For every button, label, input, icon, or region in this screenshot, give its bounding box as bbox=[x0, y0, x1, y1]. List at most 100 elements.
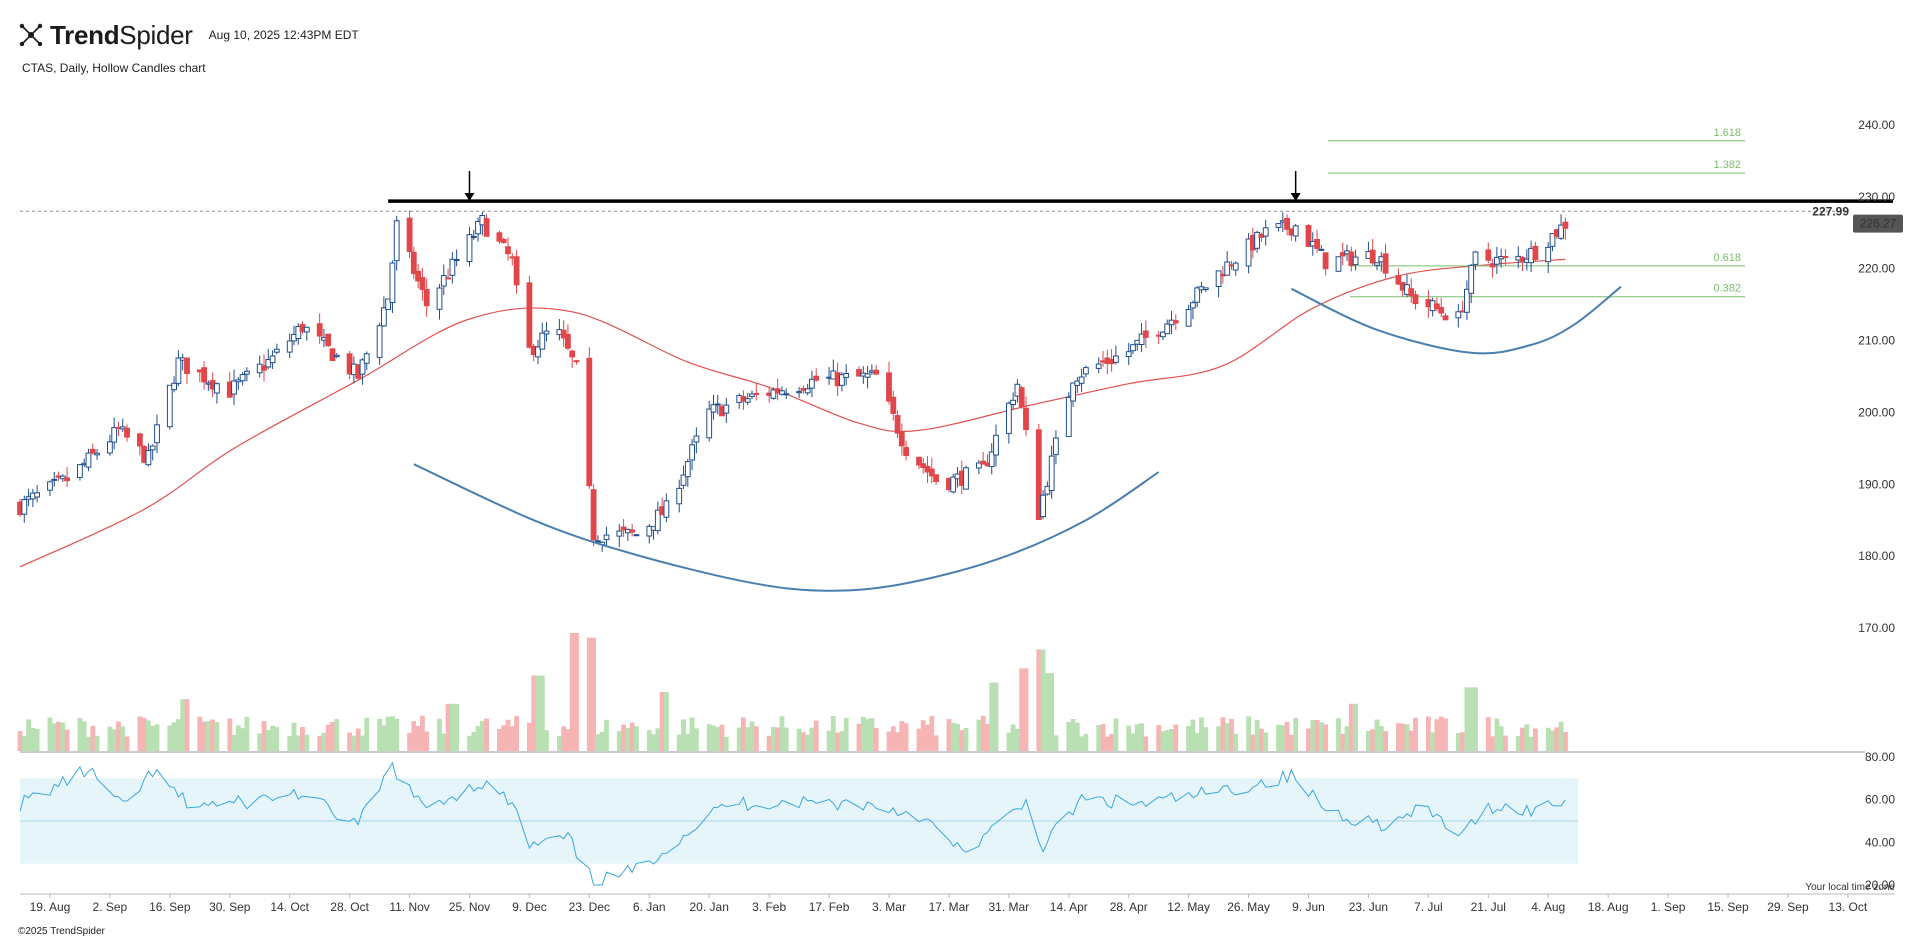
volume-bar bbox=[1353, 703, 1358, 751]
volume-bar bbox=[835, 732, 840, 751]
volume-bar bbox=[865, 719, 870, 751]
volume-bar bbox=[34, 728, 40, 751]
volume-bar bbox=[1545, 727, 1551, 751]
volume-bar bbox=[351, 735, 357, 751]
x-axis-tick-label: 23. Dec bbox=[569, 900, 610, 914]
volume-bar bbox=[1490, 736, 1495, 751]
candle-body bbox=[753, 393, 760, 395]
volume-bar bbox=[479, 721, 485, 751]
volume-bar bbox=[1126, 725, 1132, 751]
rsi-line bbox=[19, 761, 1566, 886]
x-axis-tick-label: 3. Feb bbox=[752, 900, 786, 914]
volume-bar bbox=[1348, 703, 1354, 751]
volume-bar bbox=[1254, 719, 1260, 751]
volume-bar bbox=[261, 721, 267, 751]
volume-bar bbox=[287, 736, 293, 751]
arrow-down-icon bbox=[1290, 193, 1301, 201]
candle-body bbox=[886, 372, 892, 402]
volume-bar bbox=[1374, 719, 1380, 751]
volume-bar bbox=[531, 675, 537, 751]
volume-bar bbox=[1383, 731, 1388, 751]
candle-body bbox=[1352, 256, 1359, 266]
volume-bar bbox=[445, 703, 451, 751]
volume-bar bbox=[471, 731, 477, 751]
volume-bar bbox=[989, 682, 995, 751]
volume-bar bbox=[347, 732, 352, 751]
cup-pattern-arc[interactable] bbox=[413, 463, 1160, 592]
x-axis-tick-label: 28. Oct bbox=[330, 900, 369, 914]
volume-bar bbox=[1276, 724, 1281, 751]
volume-bar bbox=[1066, 722, 1072, 751]
candle-body bbox=[1318, 248, 1325, 251]
volume-bar bbox=[291, 722, 297, 751]
candle-body bbox=[526, 282, 533, 348]
candle-body bbox=[1532, 245, 1539, 260]
volume-bar bbox=[625, 727, 631, 751]
candle-body bbox=[440, 275, 447, 287]
volume-bar bbox=[454, 703, 459, 751]
volume-bar bbox=[955, 723, 960, 751]
volume-bar bbox=[1503, 735, 1508, 751]
volume-bar bbox=[1139, 723, 1144, 751]
volume-bar bbox=[715, 727, 721, 751]
candle-body bbox=[415, 271, 422, 282]
candle-body bbox=[1322, 252, 1329, 270]
candle-body bbox=[406, 217, 413, 252]
candle-body bbox=[359, 359, 366, 375]
x-axis-tick-label: 11. Nov bbox=[389, 900, 429, 914]
volume-bar bbox=[424, 731, 430, 751]
candle-body bbox=[1438, 307, 1445, 314]
handle-pattern-arc[interactable] bbox=[1290, 285, 1622, 355]
x-axis-tick-label: 6. Jan bbox=[633, 900, 666, 914]
volume-bar bbox=[1563, 732, 1568, 751]
volume-bar bbox=[574, 633, 579, 751]
volume-bar bbox=[599, 731, 605, 751]
volume-bar bbox=[497, 728, 502, 751]
volume-bar bbox=[1293, 717, 1299, 751]
volume-bar bbox=[766, 735, 772, 751]
candle-body bbox=[1018, 387, 1025, 408]
volume-bar bbox=[1306, 728, 1311, 751]
candle-body bbox=[466, 234, 473, 263]
volume-bar bbox=[933, 735, 939, 751]
fib-level-label: 1.382 bbox=[1713, 159, 1741, 171]
volume-bar bbox=[694, 728, 699, 751]
volume-bar bbox=[394, 718, 400, 751]
volume-bar bbox=[441, 733, 447, 751]
volume-bar bbox=[437, 718, 442, 751]
candle-body bbox=[381, 307, 387, 327]
rsi-axis-tick-label: 60.00 bbox=[1865, 793, 1895, 807]
fib-level-label: 1.618 bbox=[1713, 127, 1741, 139]
candle-body bbox=[710, 404, 717, 413]
candle-body bbox=[376, 325, 383, 358]
candle-body bbox=[1489, 263, 1496, 268]
volume-bar bbox=[976, 719, 982, 751]
volume-bar bbox=[634, 726, 639, 751]
candle-body bbox=[1083, 367, 1089, 375]
volume-bar bbox=[274, 727, 280, 751]
volume-bar bbox=[1250, 734, 1256, 751]
candle-body bbox=[445, 277, 452, 280]
volume-bar bbox=[719, 724, 725, 751]
volume-bar bbox=[681, 719, 686, 751]
candle-body bbox=[34, 492, 41, 498]
volume-bar bbox=[501, 725, 507, 751]
volume-bar bbox=[415, 726, 421, 751]
volume-bar bbox=[1430, 732, 1435, 751]
candle-body bbox=[1305, 225, 1312, 247]
candle-body bbox=[64, 477, 70, 482]
x-axis-tick-label: 2. Sep bbox=[93, 900, 128, 914]
volume-bar bbox=[920, 720, 926, 751]
volume-bar bbox=[565, 729, 571, 751]
volume-bar bbox=[1263, 732, 1269, 751]
candle-body bbox=[706, 408, 713, 439]
volume-bar bbox=[544, 730, 549, 751]
candle-body bbox=[1339, 252, 1346, 257]
candle-body bbox=[51, 478, 58, 481]
volume-bar bbox=[235, 725, 241, 751]
candle-body bbox=[714, 403, 721, 406]
candle-body bbox=[500, 239, 507, 243]
volume-bar bbox=[180, 699, 186, 751]
volume-bar bbox=[980, 715, 986, 751]
